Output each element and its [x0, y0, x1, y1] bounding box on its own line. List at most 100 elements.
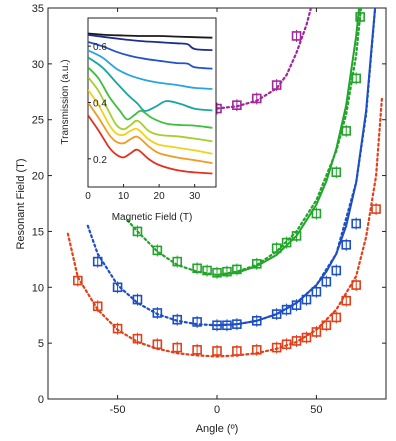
data-point — [371, 204, 381, 214]
data-point — [132, 226, 143, 237]
transmission-curve-7 — [88, 89, 213, 155]
series-0 — [66, 96, 384, 358]
data-point — [301, 294, 312, 305]
data-point — [92, 256, 103, 267]
y-tick-label: 5 — [38, 338, 44, 350]
data-point — [251, 93, 262, 104]
y-tick-label: 20 — [32, 171, 44, 183]
x-tick-label: -50 — [110, 404, 126, 416]
transmission-curve-6 — [88, 76, 213, 143]
data-point — [281, 237, 292, 248]
data-point — [341, 126, 352, 136]
inset-y-axis-label: Transmission (a.u.) — [60, 59, 71, 144]
transmission-curve-4 — [88, 56, 213, 112]
data-point — [291, 336, 302, 346]
series-3 — [206, 8, 313, 115]
y-tick-label: 0 — [38, 394, 44, 406]
transmission-curve-1 — [88, 34, 213, 51]
inset-frame — [87, 17, 217, 188]
y-tick-label: 10 — [32, 282, 44, 294]
transmission-curve-0 — [88, 32, 213, 39]
data-point — [281, 339, 292, 350]
y-tick-label: 25 — [32, 115, 44, 127]
main-axes: -50 0 50 0 5 10 15 20 25 30 35 — [32, 3, 386, 416]
y-tick-label: 35 — [32, 3, 44, 15]
data-point — [271, 243, 282, 253]
data-point — [92, 301, 103, 312]
data-point — [301, 332, 312, 343]
data-point — [172, 314, 183, 325]
series-2 — [126, 8, 365, 279]
data-point — [351, 280, 361, 290]
data-point — [192, 263, 202, 274]
transmission-curve-5 — [88, 66, 213, 129]
data-point — [341, 295, 352, 306]
main-plot — [66, 8, 384, 358]
data-point — [192, 345, 202, 355]
data-point — [152, 245, 163, 256]
data-point — [212, 320, 222, 331]
data-point — [202, 265, 212, 276]
data-point — [232, 346, 242, 356]
data-point — [112, 323, 123, 334]
data-point — [311, 327, 322, 337]
data-point — [271, 309, 282, 319]
inset-x-tick-label: 20 — [154, 191, 166, 202]
data-point — [291, 31, 302, 41]
data-point — [351, 218, 361, 229]
y-axis-label: Resonant Field (T) — [15, 158, 27, 249]
inset-axes: 0 10 20 30 0.2 0.4 0.6 — [85, 42, 200, 202]
data-point — [152, 308, 163, 318]
data-point — [271, 80, 282, 90]
data-point — [251, 345, 262, 355]
data-point — [232, 100, 242, 110]
inset-plot — [88, 32, 213, 175]
fit-solid-line — [216, 8, 377, 327]
data-point — [222, 266, 232, 277]
data-point — [192, 317, 202, 327]
inset-y-tick-label: 0.2 — [93, 155, 107, 166]
data-point — [331, 167, 342, 178]
y-tick-label: 30 — [32, 59, 44, 71]
x-axis-label: Angle (º) — [196, 423, 239, 435]
transmission-curve-8 — [88, 101, 213, 164]
inset-x-tick-label: 30 — [189, 191, 201, 202]
data-point — [222, 320, 232, 331]
data-point — [251, 315, 262, 326]
data-point — [291, 300, 302, 310]
data-point — [73, 275, 83, 286]
data-point — [331, 265, 342, 276]
inset-x-tick-label: 0 — [85, 191, 91, 202]
data-point — [232, 319, 242, 329]
series-1 — [86, 8, 377, 332]
data-point — [271, 342, 282, 353]
x-tick-label: 0 — [214, 404, 220, 416]
data-point — [351, 73, 361, 84]
data-point — [321, 276, 332, 287]
data-point — [112, 282, 123, 293]
inset-x-axis-label: Magnetic Field (T) — [112, 212, 193, 223]
transmission-curve-3 — [88, 49, 213, 90]
data-point — [321, 320, 332, 331]
data-point — [311, 208, 322, 219]
data-point — [341, 240, 352, 250]
data-point — [172, 342, 183, 353]
fit-solid-line — [216, 8, 361, 276]
transmission-curve-9 — [88, 114, 213, 175]
data-point — [251, 259, 262, 269]
data-point — [172, 256, 183, 267]
x-tick-label: 50 — [310, 404, 322, 416]
data-point — [281, 304, 292, 315]
data-point — [212, 267, 222, 278]
transmission-curve-2 — [88, 41, 213, 70]
inset-x-tick-label: 10 — [118, 191, 130, 202]
data-point — [291, 231, 302, 241]
data-point — [311, 286, 322, 297]
data-point — [132, 294, 143, 305]
data-point — [152, 339, 163, 350]
data-point — [355, 12, 365, 22]
data-point — [232, 264, 242, 275]
data-point — [132, 333, 143, 344]
inset-y-tick-label: 0.4 — [93, 99, 107, 110]
